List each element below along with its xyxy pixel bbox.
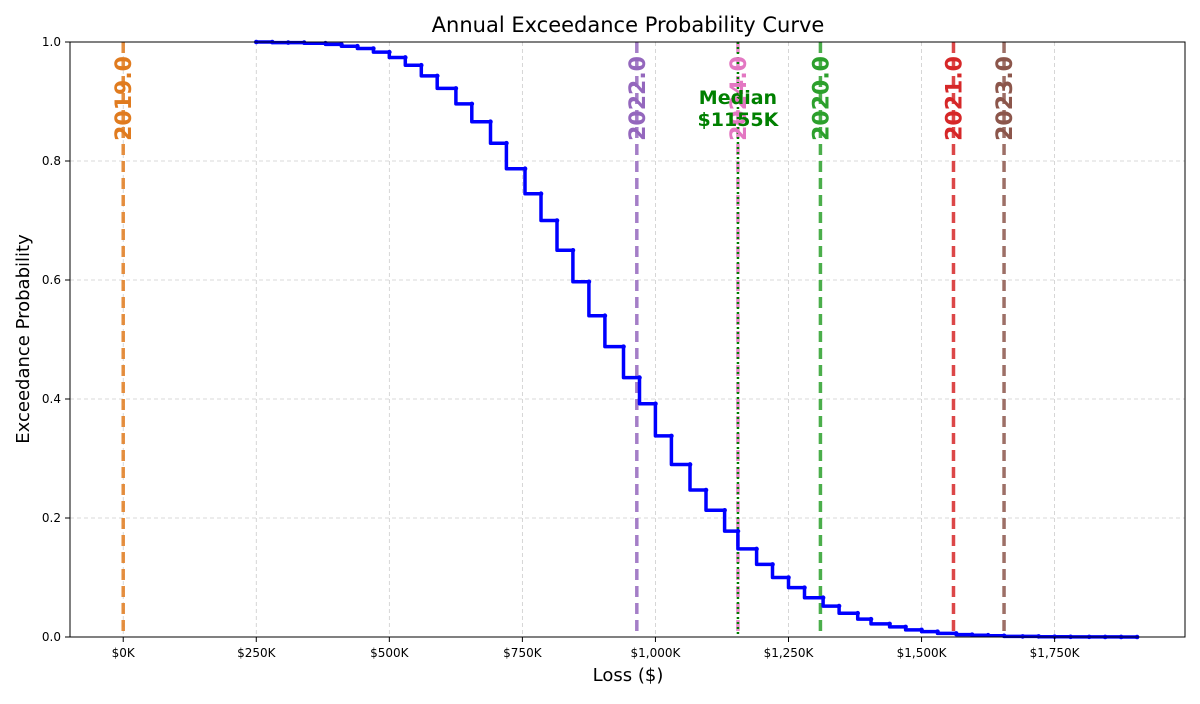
series-0-point [855,610,860,616]
series-0-point [570,247,576,253]
series-0-point [669,433,674,439]
series-0-point [770,562,775,567]
series-0-point [953,631,959,636]
series-0-point [735,528,741,534]
x-tick-label: $1,500K [897,646,948,660]
series-0-point [1020,634,1025,639]
series-0-point [488,119,493,125]
vline-label-0: 2019.0 [112,56,137,141]
series-0-point [919,627,924,633]
series-0-point [887,621,892,627]
series-layer [253,39,1140,640]
x-tick-label: $1,750K [1030,646,1081,660]
series-0-point [453,86,459,91]
series-0-point [504,140,509,146]
series-0-point [538,191,544,197]
y-tick-label: 0.2 [42,511,61,525]
series-0-point [653,401,658,407]
series-0-point [434,73,440,79]
series-0-point [339,42,344,47]
y-tick-label: 0.8 [42,154,61,168]
vline-label-5: 2023.0 [993,56,1018,141]
vline-label-4: 2021.0 [943,56,968,141]
vertical-markers [121,42,1006,637]
y-tick-label: 0.4 [42,392,61,406]
vline-label-2: 2024.0 [727,56,752,141]
x-tick-label: $250K [237,646,277,660]
median-label-value: $1155K [698,109,780,131]
series-0-point [754,546,759,552]
y-tick-label: 1.0 [42,35,61,49]
series-0-point [868,616,874,622]
series-0-point [722,507,727,513]
series-0-point [836,603,842,609]
series-0-point [402,55,408,60]
series-0-point [387,49,392,55]
series-0-point [285,40,291,45]
series-0-point [522,166,528,172]
x-tick-label: $0K [112,646,136,660]
series-0-point [301,40,307,45]
vline-label-3: 2020.0 [809,56,834,141]
series-0-point [802,585,807,590]
x-tick-label: $1,250K [764,646,815,660]
series-0-point [985,632,991,638]
series-0-point [935,629,940,634]
series-0-point [786,575,791,580]
series-0-point [621,344,626,349]
series-0-point [1036,634,1041,639]
chart-title: Annual Exceedance Probability Curve [432,13,825,37]
series-0-point [418,62,424,68]
y-axis-title: Exceedance Probability [13,234,34,444]
tick-layer: $0K $250K $500K $750K $1,000K $1,250K $1,500K $… [42,35,1081,660]
series-0-point [820,595,826,601]
grid-layer [70,42,1185,637]
series-0-point [469,101,475,107]
plot-frame [69,41,1186,638]
vline-label-1: 2022.0 [626,56,651,141]
x-tick-label: $1,000K [631,646,682,660]
x-axis-title: Loss ($) [593,665,664,686]
series-0-point [586,279,592,285]
median-label-title: Median [699,87,777,109]
x-tick-label: $750K [503,646,543,660]
marker-labels: 2019.0 2022.0 2024.0 2020.0 2021.0 2023.0 Medi… [112,56,1018,141]
series-0-point [637,375,642,380]
series-0-point [703,487,709,493]
y-tick-label: 0.0 [42,630,61,644]
series-0-point [903,624,908,630]
series-0-point [355,43,360,49]
y-tick-label: 0.6 [42,273,61,287]
series-0-point [371,46,376,51]
series-0-point [969,632,975,637]
x-tick-label: $500K [370,646,410,660]
series-0-point [554,218,560,223]
series-0-point [602,313,608,319]
series-0-point [687,462,693,467]
